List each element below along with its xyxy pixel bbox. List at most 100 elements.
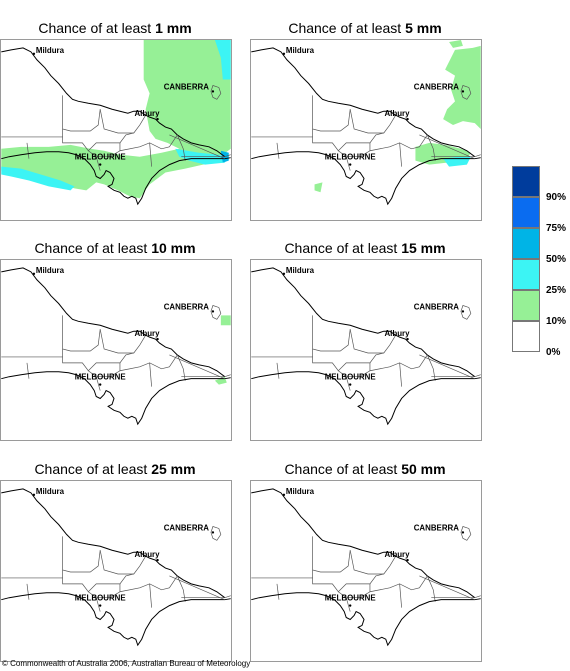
mildura-marker (282, 272, 286, 276)
district-boundary (177, 575, 186, 602)
map-svg: Mildura CANBERRA Albury MELBOURNE (1, 266, 231, 426)
district-boundary (419, 354, 475, 379)
albury-label: Albury (384, 329, 410, 338)
act-boundary (460, 526, 472, 541)
district-boundary (349, 109, 396, 134)
district-boundary (181, 595, 231, 599)
legend-swatch-25 (512, 259, 540, 290)
mildura-marker (32, 52, 36, 56)
canberra-marker (211, 531, 215, 534)
rain-probability-region (1, 166, 75, 191)
panel-title-prefix: Chance of at least (288, 20, 406, 36)
state-border (1, 267, 226, 378)
coastline (251, 151, 481, 206)
act-boundary (460, 85, 472, 100)
district-boundary (95, 156, 101, 171)
map-panel-15mm: Mildura CANBERRA Albury MELBOURNE (250, 259, 482, 441)
panel-title-15mm: Chance of at least 15 mm (250, 240, 480, 256)
coastline (1, 371, 231, 426)
canberra-label: CANBERRA (414, 523, 460, 532)
panel-title-prefix: Chance of at least (284, 461, 402, 477)
district-boundary (62, 315, 101, 352)
district-boundary (276, 583, 280, 600)
mildura-label: Mildura (36, 46, 65, 55)
albury-marker (406, 558, 409, 562)
map-svg: Mildura CANBERRA Albury MELBOURNE (1, 40, 231, 206)
coastline (251, 371, 481, 426)
district-boundary (399, 583, 402, 608)
district-boundary (169, 134, 225, 159)
rain-probability-region (314, 182, 323, 193)
district-boundary (62, 129, 134, 152)
district-boundary (419, 575, 475, 600)
district-boundary (88, 362, 121, 378)
map-panel-25mm: Mildura CANBERRA Albury MELBOURNE (0, 480, 232, 662)
district-boundary (399, 362, 402, 387)
rain-probability-region (214, 40, 231, 80)
act-boundary (460, 305, 472, 320)
act-boundary (210, 85, 222, 100)
district-boundary (276, 142, 280, 159)
district-boundary (62, 95, 101, 132)
district-boundary (88, 142, 121, 158)
legend-swatch-90 (512, 166, 540, 197)
map-panel-50mm: Mildura CANBERRA Albury MELBOURNE (250, 480, 482, 662)
panel-title-prefix: Chance of at least (34, 461, 152, 477)
panel-title-prefix: Chance of at least (284, 240, 402, 256)
melbourne-marker (98, 383, 102, 386)
map-svg: Mildura CANBERRA Albury MELBOURNE (251, 266, 481, 426)
district-boundary (62, 570, 134, 593)
district-boundary (419, 134, 475, 159)
district-boundary (95, 376, 101, 391)
rain-probability-region (1, 144, 225, 199)
district-boundary (338, 142, 371, 158)
rain-probability-region (220, 315, 231, 326)
canberra-label: CANBERRA (164, 523, 210, 532)
panel-title-1mm: Chance of at least 1 mm (0, 20, 230, 36)
district-boundary (431, 374, 481, 378)
legend-label-0: 0% (546, 347, 561, 358)
legend-label-50: 50% (546, 254, 567, 265)
albury-label: Albury (134, 329, 160, 338)
district-boundary (399, 142, 402, 167)
mildura-marker (32, 493, 36, 497)
act-boundary (210, 526, 222, 541)
melbourne-label: MELBOURNE (325, 373, 376, 382)
rain-probability-region (449, 40, 463, 48)
melbourne-marker (98, 163, 102, 166)
albury-label: Albury (134, 550, 160, 559)
panel-title-amount: 10 mm (151, 240, 196, 256)
district-boundary (99, 550, 146, 575)
legend-swatch-0 (512, 321, 540, 352)
mildura-label: Mildura (286, 266, 315, 275)
district-boundary (312, 129, 384, 152)
district-boundary (95, 597, 101, 612)
state-border (1, 488, 226, 599)
mildura-marker (282, 52, 286, 56)
district-boundary (427, 575, 436, 602)
district-boundary (338, 583, 371, 599)
district-boundary (149, 362, 152, 387)
district-boundary (349, 329, 396, 354)
melbourne-label: MELBOURNE (325, 153, 376, 162)
canberra-label: CANBERRA (414, 82, 460, 91)
albury-marker (406, 117, 409, 121)
district-boundary (312, 95, 351, 132)
district-boundary (169, 354, 225, 379)
albury-label: Albury (134, 109, 160, 118)
district-boundary (177, 354, 186, 381)
legend-swatch-50 (512, 228, 540, 259)
district-boundary (312, 315, 351, 352)
albury-marker (156, 337, 159, 341)
panel-title-prefix: Chance of at least (34, 240, 152, 256)
district-boundary (369, 354, 428, 372)
panel-title-25mm: Chance of at least 25 mm (0, 461, 230, 477)
district-boundary (99, 329, 146, 354)
albury-marker (156, 558, 159, 562)
canberra-label: CANBERRA (414, 302, 460, 311)
district-boundary (345, 156, 351, 171)
panel-title-amount: 15 mm (401, 240, 446, 256)
legend-label-75: 75% (546, 223, 567, 234)
melbourne-marker (348, 383, 352, 386)
legend-label-90: 90% (546, 192, 567, 203)
